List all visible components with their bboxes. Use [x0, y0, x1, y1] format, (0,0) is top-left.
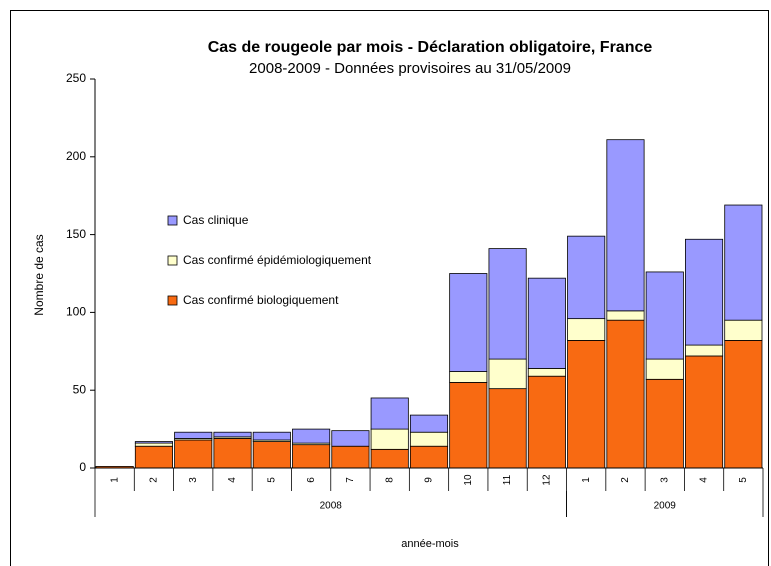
x-tick-label: 6	[306, 477, 317, 483]
bar-segment	[488, 388, 527, 469]
x-tick-label: 3	[188, 477, 199, 483]
x-tick-label: 5	[738, 477, 749, 483]
bar-segment	[724, 340, 763, 469]
bar-segment	[213, 438, 252, 469]
bar-segment	[409, 414, 449, 433]
x-tick-label: 8	[384, 477, 395, 483]
bar-segment	[724, 204, 763, 321]
bar-segment	[724, 319, 763, 341]
y-tick-label: 150	[66, 227, 86, 241]
x-tick-label: 4	[227, 477, 238, 483]
bar-segment	[567, 235, 606, 320]
bar-segment	[292, 428, 331, 444]
y-tick-label: 0	[79, 460, 86, 474]
bar-segment	[488, 358, 527, 390]
x-tick-label: 1	[109, 477, 120, 483]
x-tick-label: 11	[502, 474, 513, 485]
bar-segment	[488, 248, 527, 360]
bar-segment	[527, 277, 566, 369]
bar-segment	[292, 444, 331, 469]
bar-segment	[449, 273, 488, 372]
bar-segment	[331, 430, 370, 447]
bar-segment	[174, 431, 213, 439]
bar-segment	[370, 428, 409, 450]
legend-label: Cas clinique	[183, 213, 249, 227]
chart-subtitle: 2008-2009 - Données provisoires au 31/05…	[249, 60, 571, 77]
group-label: 2008	[320, 501, 343, 512]
legend-label: Cas confirmé biologiquement	[183, 293, 339, 307]
bar-segment	[645, 358, 684, 380]
bar-segment	[606, 319, 645, 469]
x-tick-label: 5	[266, 477, 277, 483]
bar-segment	[409, 431, 449, 447]
bar-segment	[567, 318, 606, 341]
group-label: 2009	[654, 501, 677, 512]
x-tick-label: 4	[699, 477, 710, 483]
x-tick-label: 12	[542, 474, 553, 486]
bar-segment	[685, 344, 724, 357]
x-tick-label: 7	[345, 477, 356, 483]
bar-segment	[449, 382, 488, 469]
bar-segment	[449, 371, 488, 383]
x-tick-label: 10	[463, 474, 474, 486]
bar-segment	[527, 368, 566, 377]
bar-segment	[174, 439, 213, 469]
x-tick-label: 1	[581, 477, 592, 483]
x-tick-label: 3	[659, 477, 670, 483]
bar-segment	[685, 238, 724, 346]
chart-title: Cas de rougeole par mois - Déclaration o…	[208, 39, 653, 56]
x-tick-label: 2	[620, 477, 631, 483]
bar-segment	[213, 431, 252, 438]
bar-segment	[645, 271, 684, 360]
x-axis-title: année-mois	[401, 538, 459, 550]
y-tick-label: 50	[73, 382, 87, 396]
bar-segment	[134, 441, 173, 444]
bar-segment	[134, 442, 173, 447]
bar-segment	[252, 441, 291, 469]
y-axis-title: Nombre de cas	[32, 234, 46, 315]
legend-swatch	[167, 215, 178, 226]
x-tick-label: 9	[424, 477, 435, 483]
y-tick-label: 100	[66, 305, 86, 319]
legend-swatch	[167, 255, 178, 266]
bar-segment	[527, 375, 566, 469]
bar-segment	[370, 448, 409, 469]
x-tick-label: 2	[149, 477, 160, 483]
y-tick-label: 250	[66, 71, 86, 85]
legend-swatch	[167, 295, 178, 306]
bar-segment	[370, 397, 409, 430]
bar-segment	[645, 378, 684, 469]
bar-segment	[331, 445, 370, 469]
bar-segment	[685, 355, 724, 469]
bar-segment	[409, 445, 449, 469]
bar-segment	[606, 310, 645, 321]
bar-segment	[134, 445, 173, 469]
y-tick-label: 200	[66, 149, 86, 163]
bar-segment	[252, 431, 291, 441]
bar-segment	[606, 139, 645, 312]
legend-label: Cas confirmé épidémiologiquement	[183, 253, 372, 267]
bar-segment	[567, 340, 606, 469]
